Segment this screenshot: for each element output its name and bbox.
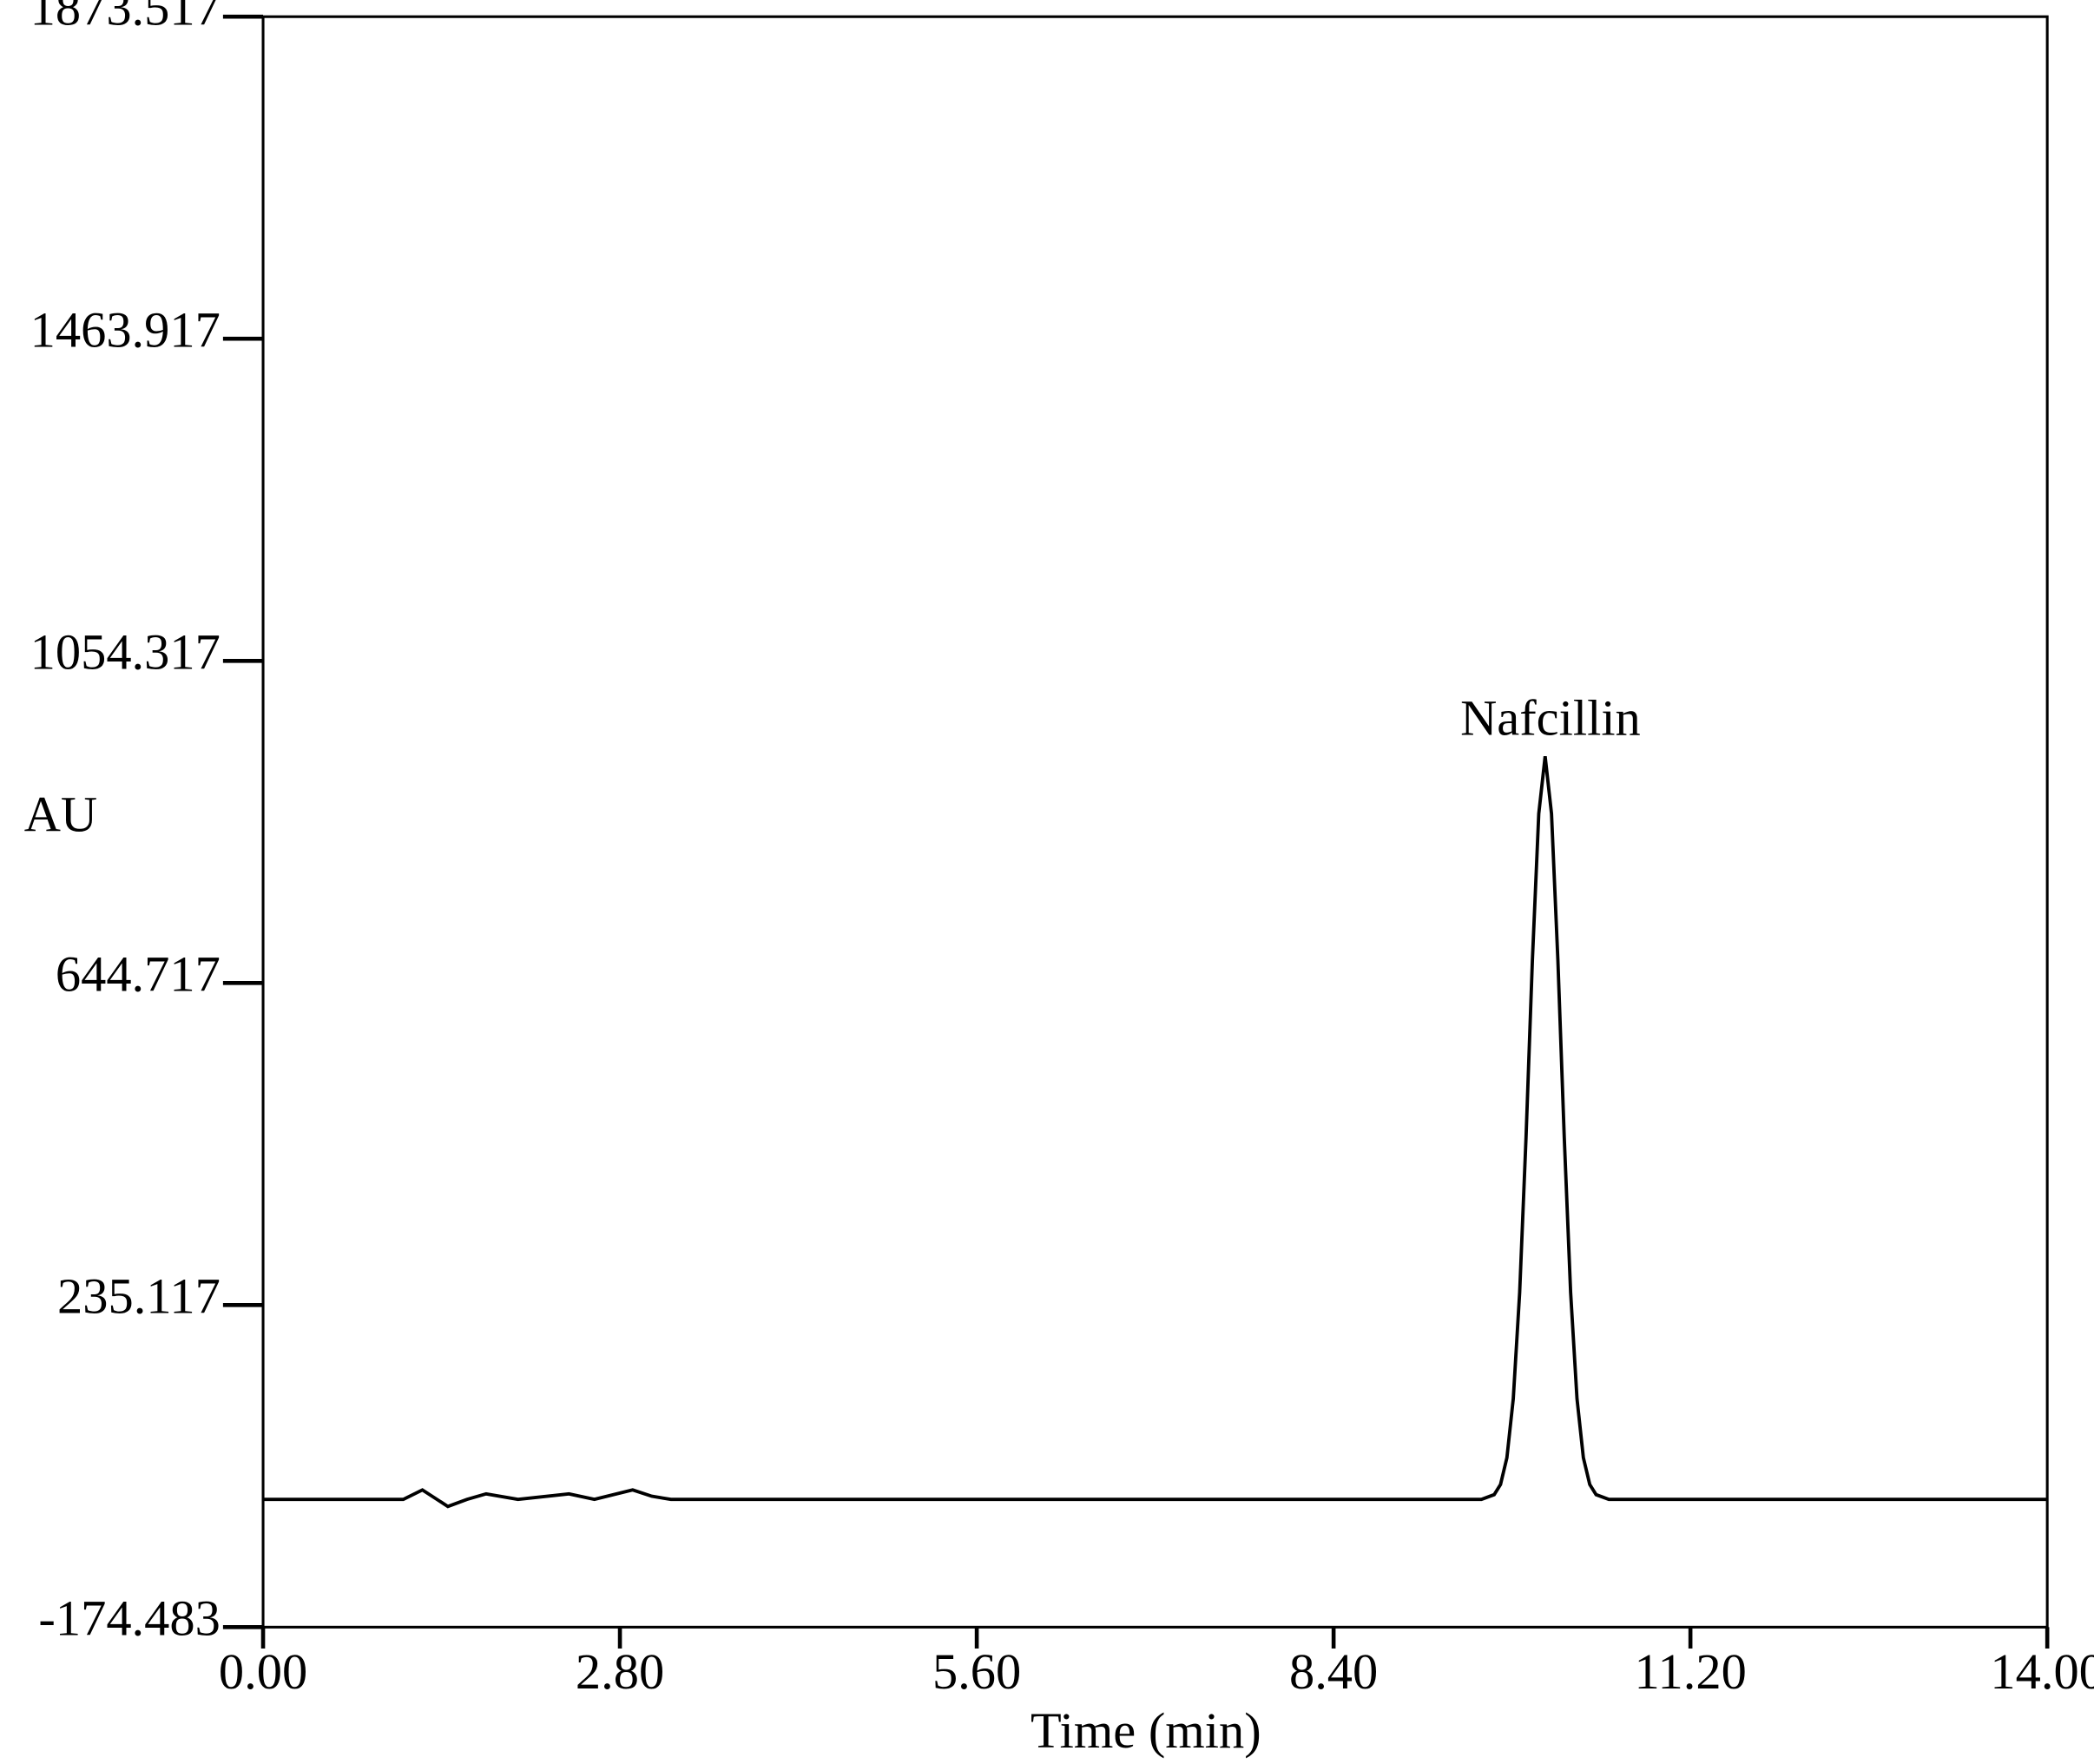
x-tick-label: 11.20 (1634, 1643, 1746, 1700)
x-tick-label: 0.00 (219, 1643, 307, 1700)
peak-annotation: Nafcillin (1460, 690, 1641, 747)
x-tick-label: 2.80 (576, 1643, 664, 1700)
y-tick-label: 1463.917 (30, 301, 221, 358)
plot-frame (261, 15, 2049, 1629)
x-tick-label: 8.40 (1289, 1643, 1378, 1700)
x-tick-label: 14.00 (1990, 1643, 2094, 1700)
y-tick-label: -174.483 (38, 1590, 220, 1647)
y-tick-label: 235.117 (57, 1268, 221, 1325)
x-axis-label: Time (min) (1031, 1702, 1261, 1759)
y-tick-label: 1054.317 (30, 623, 221, 680)
y-tick-label: 1873.517 (30, 0, 221, 36)
y-axis-label: AU (24, 787, 97, 843)
signal-line (263, 755, 2048, 1509)
x-tick-label: 5.60 (932, 1643, 1021, 1700)
y-tick-label: 644.717 (56, 946, 221, 1003)
